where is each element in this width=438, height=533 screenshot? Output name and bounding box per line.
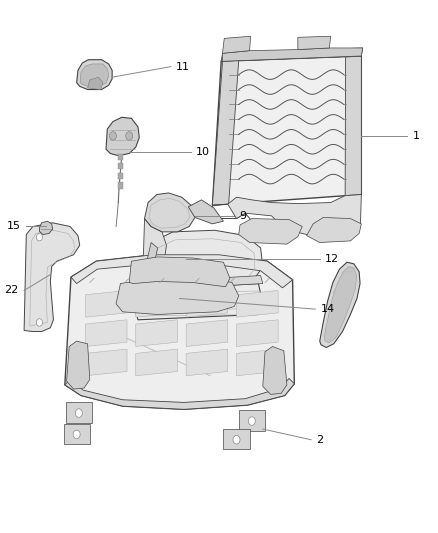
Polygon shape (298, 36, 331, 50)
Polygon shape (85, 349, 127, 376)
Text: 15: 15 (7, 221, 21, 231)
Circle shape (75, 409, 82, 417)
Polygon shape (228, 195, 361, 236)
Polygon shape (221, 48, 363, 61)
Circle shape (248, 417, 255, 425)
Polygon shape (24, 223, 80, 332)
Text: 22: 22 (4, 286, 19, 295)
Polygon shape (237, 349, 278, 376)
Bar (118, 154, 123, 160)
Polygon shape (237, 290, 278, 317)
Circle shape (233, 435, 240, 444)
Polygon shape (65, 255, 294, 409)
Polygon shape (85, 320, 127, 346)
Circle shape (126, 132, 133, 140)
Polygon shape (212, 60, 239, 205)
Polygon shape (138, 276, 263, 290)
Polygon shape (145, 193, 195, 232)
Bar (118, 163, 123, 169)
Polygon shape (65, 378, 294, 409)
Polygon shape (129, 257, 230, 287)
Polygon shape (136, 290, 177, 317)
Polygon shape (140, 230, 263, 298)
Polygon shape (186, 290, 228, 317)
Text: 10: 10 (196, 147, 210, 157)
Polygon shape (39, 221, 53, 235)
Polygon shape (345, 56, 361, 196)
Text: 11: 11 (176, 62, 190, 71)
Polygon shape (320, 262, 360, 348)
Polygon shape (223, 429, 250, 449)
Polygon shape (136, 320, 177, 346)
Polygon shape (88, 77, 103, 90)
Polygon shape (66, 402, 92, 423)
Polygon shape (140, 243, 158, 290)
Polygon shape (71, 255, 293, 288)
Polygon shape (77, 60, 112, 90)
Polygon shape (186, 349, 228, 376)
Text: 12: 12 (325, 254, 339, 263)
Polygon shape (85, 290, 127, 317)
Text: 2: 2 (316, 435, 323, 445)
Circle shape (36, 233, 42, 241)
Polygon shape (142, 219, 166, 290)
Polygon shape (324, 266, 357, 343)
Text: 1: 1 (413, 131, 420, 141)
Text: 14: 14 (321, 304, 335, 314)
Bar (118, 182, 123, 189)
Polygon shape (116, 277, 239, 314)
Polygon shape (239, 410, 265, 431)
Polygon shape (223, 48, 363, 61)
Polygon shape (186, 320, 228, 346)
Text: 9: 9 (240, 211, 247, 221)
Circle shape (73, 430, 80, 439)
Polygon shape (212, 56, 361, 205)
Polygon shape (136, 349, 177, 376)
Polygon shape (223, 36, 251, 53)
Polygon shape (64, 424, 90, 444)
Circle shape (110, 132, 117, 140)
Polygon shape (80, 64, 109, 86)
Circle shape (36, 319, 42, 326)
Polygon shape (239, 219, 302, 244)
Polygon shape (67, 341, 90, 389)
Polygon shape (136, 284, 263, 320)
Polygon shape (307, 217, 361, 243)
Polygon shape (263, 346, 287, 394)
Polygon shape (106, 117, 139, 156)
Polygon shape (188, 200, 223, 224)
Polygon shape (237, 320, 278, 346)
Bar (118, 173, 123, 179)
